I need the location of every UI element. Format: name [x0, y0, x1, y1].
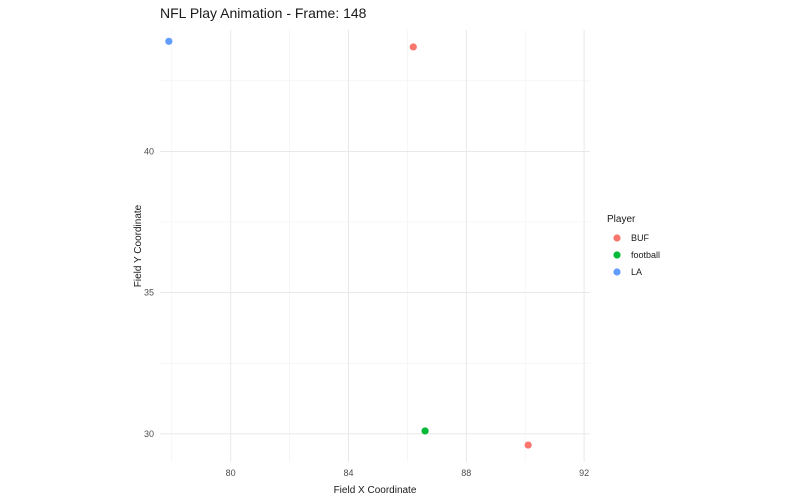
data-point-football	[421, 427, 429, 435]
x-tick-label: 88	[461, 468, 471, 478]
data-points	[165, 37, 532, 449]
data-point-la	[165, 37, 173, 45]
x-tick-label: 84	[343, 468, 353, 478]
minor-gridlines	[160, 30, 590, 462]
x-tick-label: 80	[226, 468, 236, 478]
x-axis-ticks: 80 84 88 92	[226, 468, 589, 478]
y-axis-ticks: 30 35 40	[144, 146, 154, 438]
data-point-buf	[524, 441, 532, 449]
legend-label-football: football	[631, 250, 660, 260]
y-tick-label: 30	[144, 429, 154, 439]
data-point-buf	[409, 43, 417, 51]
y-axis-title: Field Y Coordinate	[133, 204, 144, 287]
y-tick-label: 40	[144, 146, 154, 156]
legend-label-la: LA	[631, 267, 642, 277]
major-gridlines	[160, 30, 590, 462]
chart-title: NFL Play Animation - Frame: 148	[160, 5, 367, 21]
legend-key-la	[613, 268, 621, 276]
legend-key-buf	[613, 234, 621, 242]
y-tick-label: 35	[144, 288, 154, 298]
legend-key-football	[613, 251, 621, 259]
legend: Player BUF football LA	[607, 214, 660, 277]
x-axis-title: Field X Coordinate	[334, 485, 417, 496]
legend-label-buf: BUF	[631, 233, 650, 243]
legend-title: Player	[607, 214, 636, 225]
x-tick-label: 92	[579, 468, 589, 478]
